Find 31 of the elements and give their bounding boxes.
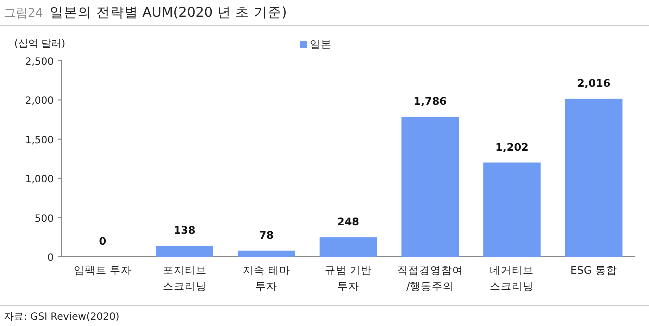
data-label: 138 — [174, 225, 196, 238]
data-label: 1,202 — [496, 142, 529, 154]
bar — [238, 250, 296, 257]
y-tick-label: 2,000 — [25, 96, 54, 108]
y-tick-label: 1,000 — [25, 174, 54, 186]
data-label: 78 — [259, 230, 274, 242]
x-tick-label: 임팩트 투자 — [74, 265, 132, 277]
data-label: 248 — [338, 216, 360, 229]
data-label: 2,016 — [577, 78, 611, 90]
bar — [156, 246, 214, 257]
bar — [565, 98, 623, 257]
x-tick-label: 포지티브 스크리닝 — [162, 265, 207, 293]
bar — [402, 116, 460, 257]
x-tick-label: 지속 테마 투자 — [242, 265, 290, 293]
y-tick-label: 0 — [48, 253, 54, 264]
x-tick-label: 직접경영참여 /행동주의 — [397, 265, 464, 293]
chart-title: 일본의 전략별 AUM(2020 년 초 기준) — [50, 5, 288, 21]
data-label: 1,786 — [414, 96, 447, 108]
data-label: 0 — [99, 236, 107, 248]
y-tick-label: 500 — [34, 214, 54, 225]
text: 자료: GSI Review(2020) — [4, 312, 120, 323]
x-tick-label: ESG 통합 — [570, 265, 618, 277]
x-tick-label: 네거티브 스크리닝 — [490, 265, 534, 293]
y-axis-title: (십억 달러) — [14, 39, 66, 50]
y-tick-label: 2,500 — [25, 57, 54, 68]
caption: 그림24 — [4, 6, 44, 20]
x-tick-label: 규범 기반 투자 — [324, 265, 372, 293]
bar — [484, 162, 541, 257]
legend-label: 일본 — [310, 39, 332, 51]
y-tick-label: 1,500 — [25, 135, 54, 146]
bar — [320, 238, 378, 257]
